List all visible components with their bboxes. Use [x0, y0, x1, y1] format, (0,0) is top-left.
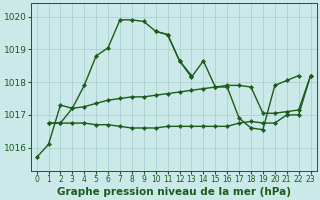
X-axis label: Graphe pression niveau de la mer (hPa): Graphe pression niveau de la mer (hPa) — [57, 187, 291, 197]
